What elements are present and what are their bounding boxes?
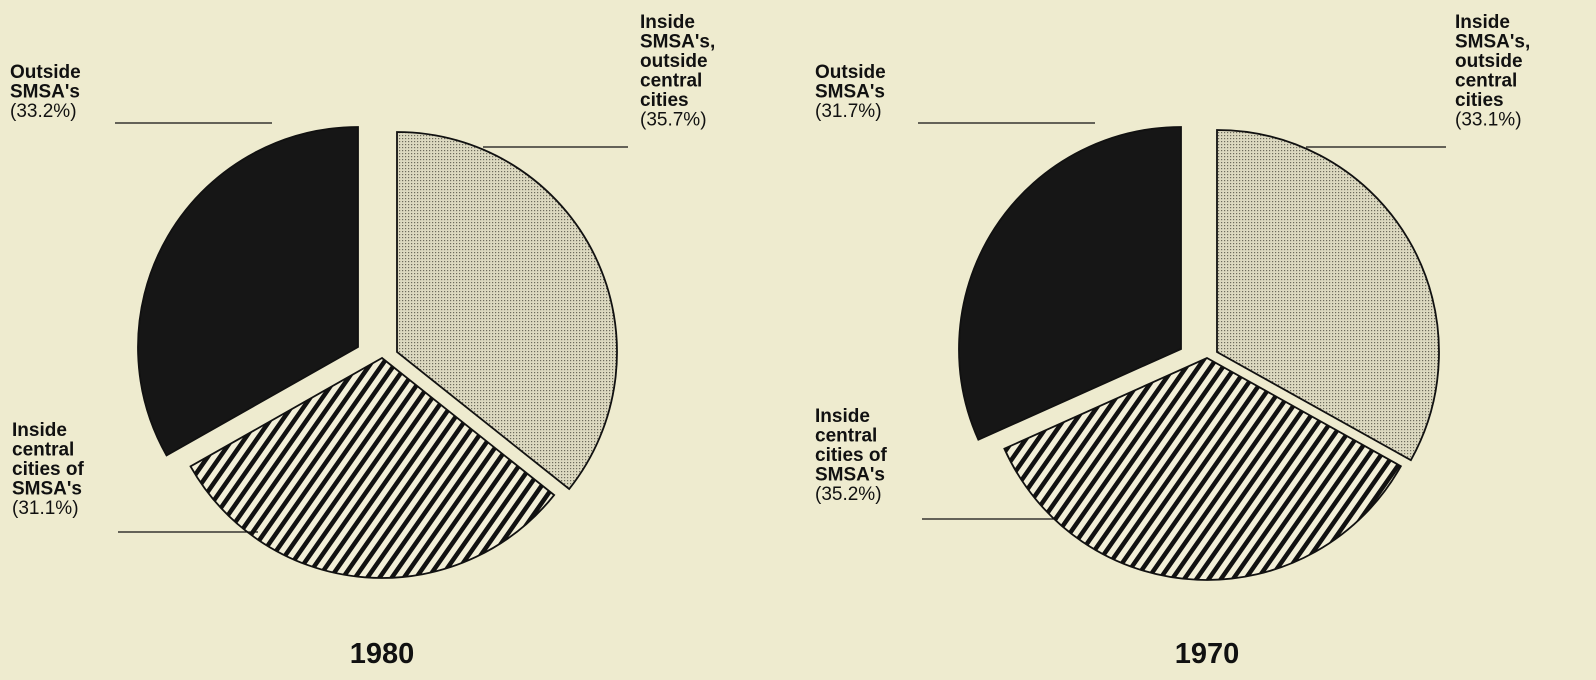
slice-label-line: Inside: [815, 406, 870, 427]
slice-percent-label: (33.1%): [1455, 110, 1522, 131]
slice-percent-label: (31.1%): [12, 498, 79, 519]
chart-year-title: 1970: [1175, 638, 1240, 670]
slice-percent-label: (35.2%): [815, 484, 882, 505]
slice-label-line: SMSA's,: [1455, 32, 1530, 53]
slice-label-line: cities of: [815, 445, 887, 466]
slice-label-line: SMSA's: [815, 465, 885, 486]
pie-slice-inside-central-cities-of-smsa-s: [1003, 356, 1403, 581]
chart-year-title: 1980: [350, 638, 415, 670]
slice-label-line: outside: [640, 51, 708, 72]
slice-label-line: Outside: [10, 62, 81, 83]
slice-label-line: central: [640, 71, 702, 92]
slice-label-line: SMSA's: [10, 82, 80, 103]
slice-label-line: SMSA's,: [640, 32, 715, 53]
slice-label-line: Inside: [1455, 12, 1510, 33]
pie-slice-outside-smsa-s: [958, 126, 1182, 441]
slice-label-line: cities of: [12, 459, 84, 480]
pie-chart-1980: InsideSMSA's,outsidecentralcities(35.7%)…: [10, 12, 715, 670]
slice-label-line: central: [12, 440, 74, 461]
slice-percent-label: (35.7%): [640, 110, 707, 131]
slice-label-line: cities: [1455, 90, 1504, 111]
slice-label-line: Outside: [815, 62, 886, 83]
slice-label-line: SMSA's: [12, 479, 82, 500]
slice-label-line: SMSA's: [815, 82, 885, 103]
slice-percent-label: (31.7%): [815, 101, 882, 122]
slice-label-line: central: [1455, 71, 1517, 92]
slice-label-line: outside: [1455, 51, 1523, 72]
slice-percent-label: (33.2%): [10, 101, 77, 122]
pie-slice-inside-smsa-s-outside-central-cities: [1216, 129, 1440, 462]
slice-label-line: Inside: [640, 12, 695, 33]
pie-chart-1970: InsideSMSA's,outsidecentralcities(33.1%)…: [815, 12, 1530, 670]
slice-label-line: central: [815, 426, 877, 447]
pie-slice-inside-central-cities-of-smsa-s: [189, 356, 556, 579]
slice-label-line: cities: [640, 90, 689, 111]
pie-slice-outside-smsa-s: [137, 126, 359, 457]
pie-slice-inside-smsa-s-outside-central-cities: [396, 131, 618, 491]
slice-label-line: Inside: [12, 420, 67, 441]
